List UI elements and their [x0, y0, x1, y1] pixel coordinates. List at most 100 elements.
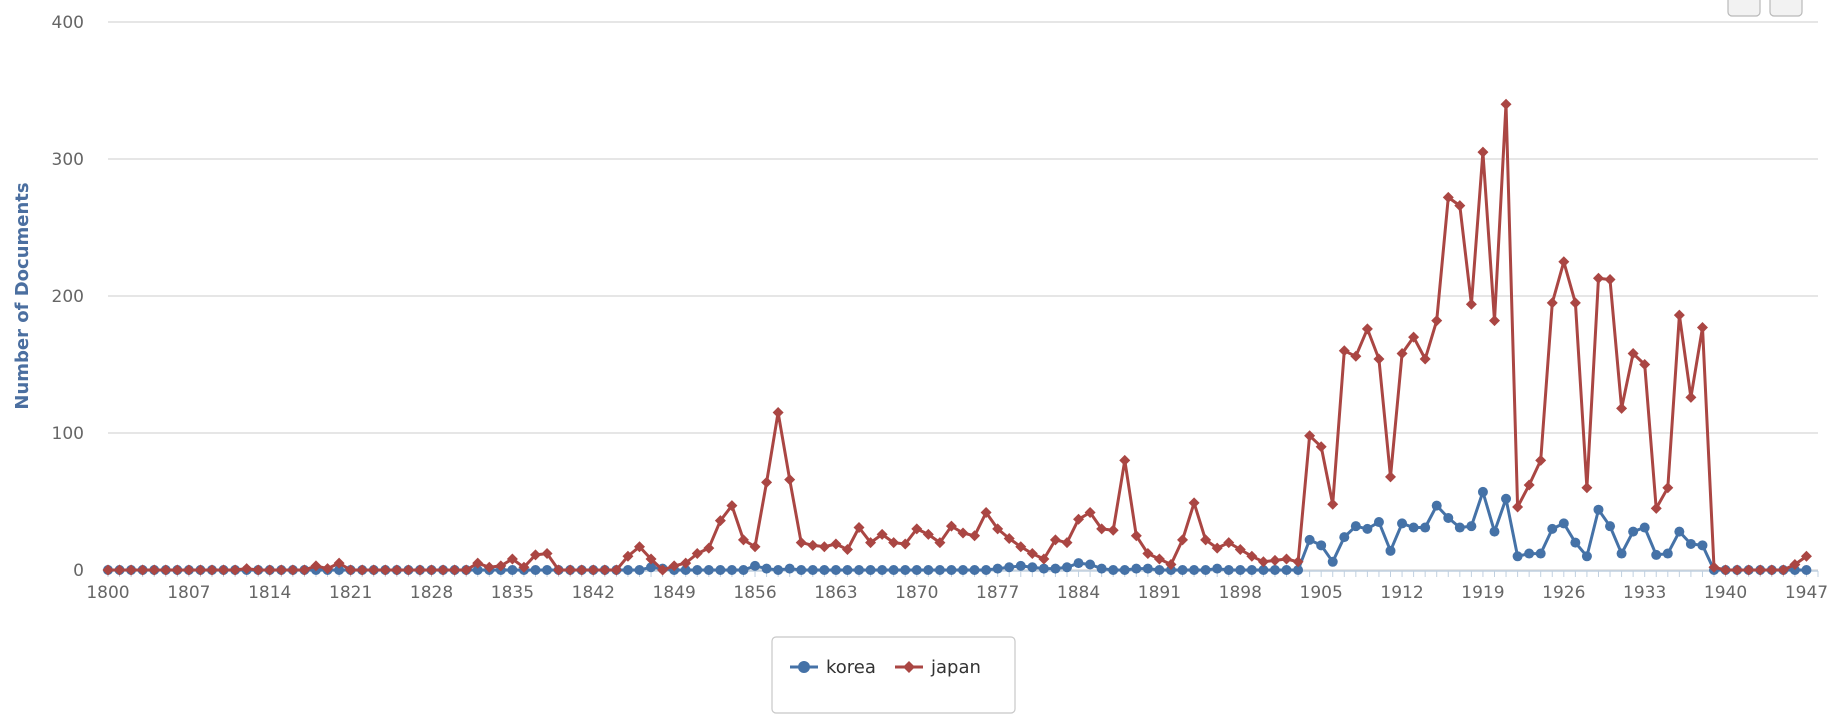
data-point-korea[interactable]	[1454, 522, 1465, 533]
data-point-japan[interactable]	[298, 564, 310, 576]
data-point-japan[interactable]	[1627, 348, 1639, 360]
data-point-korea[interactable]	[703, 565, 714, 575]
data-point-korea[interactable]	[1558, 518, 1569, 529]
data-point-japan[interactable]	[911, 523, 923, 535]
data-point-japan[interactable]	[1246, 550, 1258, 562]
data-point-japan[interactable]	[553, 564, 565, 576]
data-point-japan[interactable]	[1061, 537, 1073, 549]
data-point-japan[interactable]	[945, 520, 957, 532]
data-point-korea[interactable]	[1119, 565, 1130, 575]
data-point-japan[interactable]	[426, 564, 438, 576]
data-point-japan[interactable]	[160, 564, 172, 576]
data-point-japan[interactable]	[1442, 191, 1454, 203]
data-point-japan[interactable]	[183, 564, 195, 576]
data-point-korea[interactable]	[1027, 562, 1038, 573]
data-point-japan[interactable]	[472, 557, 484, 569]
data-point-japan[interactable]	[1696, 322, 1708, 334]
data-point-korea[interactable]	[1477, 486, 1488, 497]
data-point-korea[interactable]	[865, 565, 876, 575]
data-point-japan[interactable]	[1569, 297, 1581, 309]
data-point-korea[interactable]	[1535, 548, 1546, 559]
legend-item-japan[interactable]: japan	[895, 657, 981, 678]
data-point-japan[interactable]	[1546, 297, 1558, 309]
data-point-korea[interactable]	[819, 565, 830, 575]
data-point-japan[interactable]	[1639, 359, 1651, 370]
data-point-japan[interactable]	[1558, 256, 1570, 268]
data-point-japan[interactable]	[1477, 146, 1489, 158]
data-point-japan[interactable]	[934, 537, 946, 549]
data-point-japan[interactable]	[1523, 479, 1535, 491]
data-point-korea[interactable]	[622, 565, 633, 575]
data-point-japan[interactable]	[761, 476, 773, 488]
data-point-japan[interactable]	[1107, 524, 1119, 536]
data-point-japan[interactable]	[1454, 200, 1466, 212]
data-point-korea[interactable]	[1258, 565, 1269, 575]
data-point-korea[interactable]	[507, 565, 518, 575]
data-point-korea[interactable]	[1339, 532, 1350, 543]
data-point-korea[interactable]	[877, 565, 888, 575]
data-point-japan[interactable]	[541, 548, 553, 560]
data-point-japan[interactable]	[622, 550, 634, 562]
data-point-japan[interactable]	[1234, 543, 1246, 555]
data-point-japan[interactable]	[1685, 391, 1697, 403]
data-point-japan[interactable]	[252, 564, 264, 576]
data-point-japan[interactable]	[287, 564, 299, 576]
data-point-japan[interactable]	[1003, 532, 1015, 544]
data-point-japan[interactable]	[114, 564, 126, 576]
data-point-japan[interactable]	[969, 530, 981, 542]
data-point-korea[interactable]	[1293, 565, 1304, 575]
data-point-japan[interactable]	[1038, 553, 1050, 565]
data-point-japan[interactable]	[1604, 274, 1616, 286]
data-point-japan[interactable]	[125, 564, 137, 576]
data-point-japan[interactable]	[1766, 564, 1778, 576]
data-point-korea[interactable]	[773, 565, 784, 575]
data-point-korea[interactable]	[334, 565, 345, 575]
data-point-japan[interactable]	[356, 564, 368, 576]
data-point-japan[interactable]	[564, 564, 576, 576]
data-point-japan[interactable]	[518, 561, 530, 573]
data-point-korea[interactable]	[1801, 565, 1812, 575]
data-point-korea[interactable]	[1061, 562, 1072, 573]
data-point-japan[interactable]	[449, 564, 461, 576]
data-point-japan[interactable]	[899, 538, 911, 550]
data-point-japan[interactable]	[229, 564, 241, 576]
data-point-korea[interactable]	[1154, 565, 1165, 575]
data-point-korea[interactable]	[1085, 559, 1096, 570]
print-button[interactable]	[1769, 0, 1803, 17]
data-point-japan[interactable]	[1153, 553, 1165, 565]
data-point-japan[interactable]	[1304, 430, 1316, 442]
data-point-korea[interactable]	[1524, 548, 1535, 559]
data-point-japan[interactable]	[1708, 561, 1720, 573]
data-point-korea[interactable]	[923, 565, 934, 575]
data-point-japan[interactable]	[1130, 530, 1142, 542]
data-point-japan[interactable]	[218, 564, 230, 576]
data-point-japan[interactable]	[1731, 564, 1743, 576]
data-point-korea[interactable]	[911, 565, 922, 575]
data-point-japan[interactable]	[841, 543, 853, 555]
data-point-korea[interactable]	[842, 565, 853, 575]
data-point-japan[interactable]	[1754, 564, 1766, 576]
data-point-korea[interactable]	[981, 565, 992, 575]
data-point-japan[interactable]	[310, 560, 322, 572]
export-button[interactable]	[1727, 0, 1761, 17]
data-point-japan[interactable]	[1743, 564, 1755, 576]
data-point-korea[interactable]	[796, 565, 807, 575]
data-point-japan[interactable]	[818, 541, 830, 553]
data-point-korea[interactable]	[969, 565, 980, 575]
data-point-korea[interactable]	[1570, 537, 1581, 548]
data-point-korea[interactable]	[1096, 563, 1107, 574]
data-point-japan[interactable]	[379, 564, 391, 576]
data-point-korea[interactable]	[854, 565, 865, 575]
data-point-japan[interactable]	[391, 564, 403, 576]
data-point-japan[interactable]	[922, 528, 934, 540]
data-point-korea[interactable]	[726, 565, 737, 575]
data-point-japan[interactable]	[691, 548, 703, 560]
data-point-japan[interactable]	[1465, 298, 1477, 310]
data-point-japan[interactable]	[865, 537, 877, 549]
data-point-korea[interactable]	[1408, 522, 1419, 533]
data-point-japan[interactable]	[772, 406, 784, 418]
data-point-japan[interactable]	[633, 541, 645, 553]
data-point-japan[interactable]	[587, 564, 599, 576]
data-point-japan[interactable]	[876, 528, 888, 540]
data-point-japan[interactable]	[1673, 309, 1685, 321]
